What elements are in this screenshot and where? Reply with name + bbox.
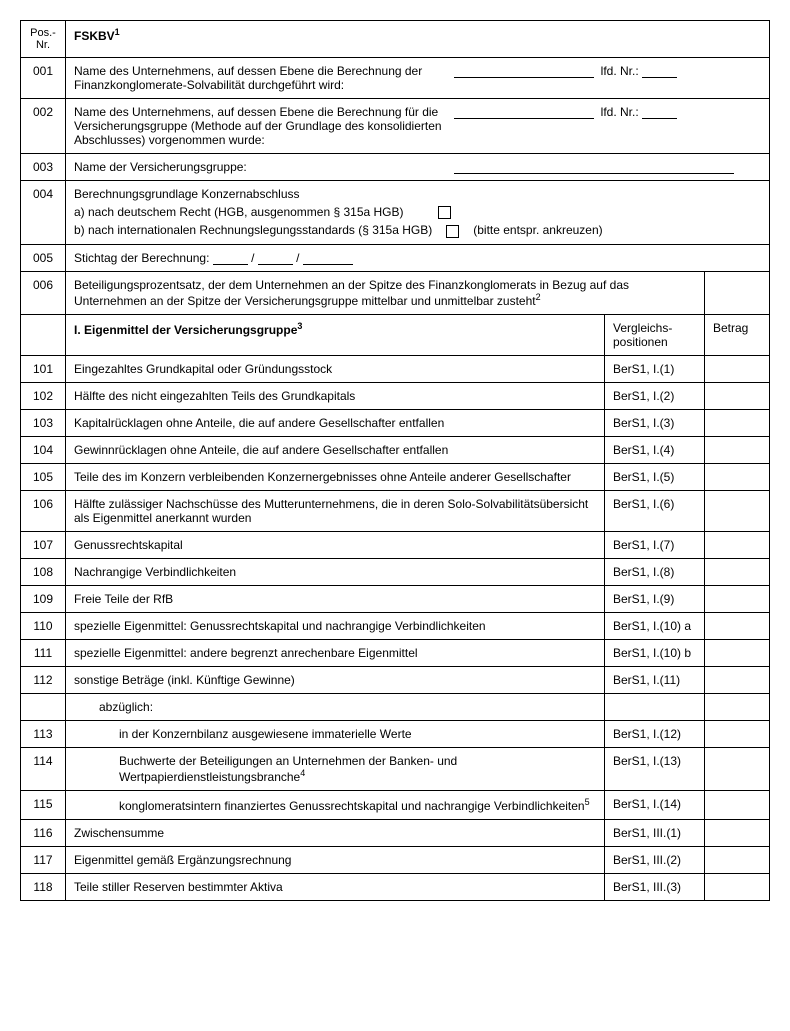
- row-001: 001Name des Unternehmens, auf dessen Ebe…: [21, 58, 770, 99]
- checkbox-004b[interactable]: [446, 225, 459, 238]
- row-006: 006Beteiligungsprozentsatz, der dem Unte…: [21, 271, 770, 314]
- row-005: 005Stichtag der Berechnung: / /: [21, 244, 770, 271]
- row-118: 118Teile stiller Reserven bestimmter Akt…: [21, 873, 770, 900]
- row-102: 102Hälfte des nicht eingezahlten Teils d…: [21, 382, 770, 409]
- row-101: 101Eingezahltes Grundkapital oder Gründu…: [21, 355, 770, 382]
- row-113: 113in der Konzernbilanz ausgewiesene imm…: [21, 720, 770, 747]
- row-115: 115konglomeratsintern finanziertes Genus…: [21, 790, 770, 819]
- header-row: Pos.-Nr.FSKBV1: [21, 21, 770, 58]
- checkbox-004a[interactable]: [438, 206, 451, 219]
- row-002: 002Name des Unternehmens, auf dessen Ebe…: [21, 99, 770, 154]
- section-header: I. Eigenmittel der Versicherungsgruppe3V…: [21, 314, 770, 355]
- row-110: 110spezielle Eigenmittel: Genussrechtska…: [21, 612, 770, 639]
- row-103: 103Kapitalrücklagen ohne Anteile, die au…: [21, 409, 770, 436]
- row-114: 114Buchwerte der Beteiligungen an Untern…: [21, 747, 770, 790]
- row-116: 116ZwischensummeBerS1, III.(1): [21, 819, 770, 846]
- row-105: 105Teile des im Konzern verbleibenden Ko…: [21, 463, 770, 490]
- row-106: 106Hälfte zulässiger Nachschüsse des Mut…: [21, 490, 770, 531]
- row-112: 112sonstige Beträge (inkl. Künftige Gewi…: [21, 666, 770, 693]
- row-004: 004Berechnungsgrundlage Konzernabschluss…: [21, 181, 770, 245]
- row-sub: abzüglich:: [21, 693, 770, 720]
- row-109: 109Freie Teile der RfBBerS1, I.(9): [21, 585, 770, 612]
- row-107: 107GenussrechtskapitalBerS1, I.(7): [21, 531, 770, 558]
- row-117: 117Eigenmittel gemäß ErgänzungsrechnungB…: [21, 846, 770, 873]
- row-108: 108Nachrangige VerbindlichkeitenBerS1, I…: [21, 558, 770, 585]
- row-111: 111spezielle Eigenmittel: andere begrenz…: [21, 639, 770, 666]
- fskbv-form: Pos.-Nr.FSKBV1001Name des Unternehmens, …: [20, 20, 770, 901]
- row-003: 003Name der Versicherungsgruppe:: [21, 154, 770, 181]
- row-104: 104Gewinnrücklagen ohne Anteile, die auf…: [21, 436, 770, 463]
